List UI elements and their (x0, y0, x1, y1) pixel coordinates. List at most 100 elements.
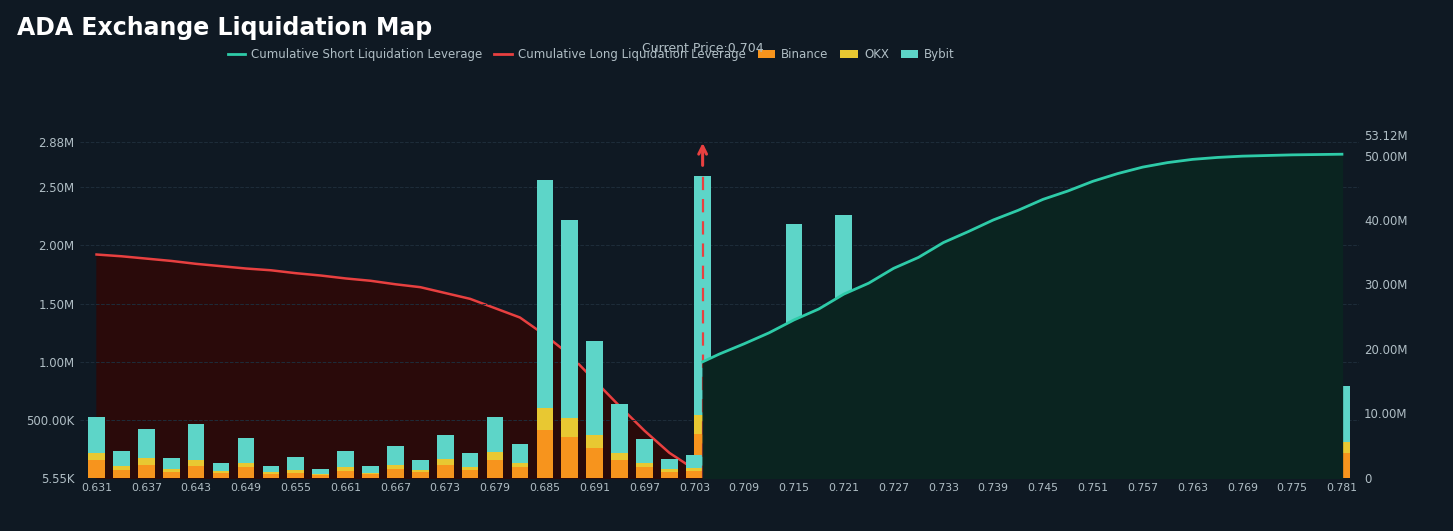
Bar (1010, 432, 1026, 458)
Bar (1059, 409, 1077, 449)
Bar (686, 471, 703, 478)
Bar (238, 463, 254, 467)
Bar (835, 449, 851, 478)
Bar (885, 441, 902, 453)
Bar (163, 469, 180, 472)
Bar (1184, 457, 1200, 478)
Bar (612, 452, 628, 460)
Bar (1110, 416, 1126, 453)
Bar (362, 466, 379, 473)
Bar (561, 219, 578, 418)
Bar (437, 459, 453, 465)
Bar (288, 470, 304, 473)
Bar (587, 341, 603, 435)
Bar (695, 434, 711, 478)
Bar (1135, 439, 1151, 451)
Bar (386, 469, 404, 478)
Bar (462, 470, 478, 478)
Bar (1110, 461, 1126, 478)
Bar (811, 444, 827, 455)
Bar (238, 467, 254, 478)
Bar (735, 467, 753, 478)
Bar (1234, 460, 1251, 478)
Bar (337, 471, 355, 478)
Bar (163, 472, 180, 478)
Bar (860, 392, 878, 448)
Bar (288, 457, 304, 470)
Bar (1159, 455, 1175, 462)
Bar (960, 455, 976, 462)
Bar (835, 215, 851, 436)
Bar (187, 466, 205, 478)
Bar (89, 453, 105, 460)
Bar (263, 474, 279, 478)
Bar (1110, 453, 1126, 461)
Bar (386, 465, 404, 469)
Bar (1135, 370, 1151, 439)
Bar (985, 456, 1001, 478)
Bar (1334, 442, 1350, 453)
Bar (661, 469, 677, 472)
Bar (413, 470, 429, 473)
Bar (612, 460, 628, 478)
Bar (960, 462, 976, 478)
Bar (761, 438, 777, 450)
Bar (312, 474, 328, 475)
Bar (462, 453, 478, 467)
Bar (1010, 465, 1026, 478)
Bar (1209, 460, 1226, 466)
Bar (985, 398, 1001, 446)
Bar (735, 444, 753, 463)
Bar (1059, 458, 1077, 478)
Bar (587, 448, 603, 478)
Bar (138, 429, 154, 458)
Bar (1184, 398, 1200, 448)
Bar (1035, 434, 1052, 448)
Bar (636, 463, 652, 467)
Bar (1284, 446, 1300, 456)
Bar (1284, 396, 1300, 446)
Bar (1084, 453, 1101, 478)
Bar (187, 460, 205, 466)
Bar (487, 452, 503, 460)
Bar (113, 451, 129, 466)
Bar (587, 435, 603, 448)
Bar (1258, 465, 1276, 478)
Bar (138, 465, 154, 478)
Bar (511, 463, 529, 467)
Bar (437, 465, 453, 478)
Bar (89, 417, 105, 453)
Bar (1334, 387, 1350, 442)
Bar (636, 467, 652, 478)
Bar (113, 470, 129, 478)
Text: ADA Exchange Liquidation Map: ADA Exchange Liquidation Map (17, 16, 433, 40)
Bar (536, 181, 554, 408)
Bar (437, 434, 453, 459)
Bar (1258, 459, 1276, 465)
Bar (536, 408, 554, 430)
Legend: Cumulative Short Liquidation Leverage, Cumulative Long Liquidation Leverage, Bin: Cumulative Short Liquidation Leverage, C… (222, 44, 960, 66)
Bar (1010, 458, 1026, 465)
Bar (1209, 436, 1226, 460)
Bar (1135, 451, 1151, 478)
Bar (735, 463, 753, 467)
Bar (885, 453, 902, 478)
Bar (1309, 455, 1325, 462)
Bar (761, 377, 777, 438)
Bar (212, 473, 230, 478)
Bar (686, 455, 703, 468)
Bar (386, 446, 404, 465)
Bar (462, 467, 478, 470)
Bar (936, 438, 952, 450)
Bar (960, 424, 976, 455)
Bar (1084, 442, 1101, 453)
Bar (1309, 462, 1325, 478)
Bar (238, 438, 254, 463)
Bar (686, 468, 703, 471)
Bar (1035, 248, 1052, 434)
Bar (786, 423, 802, 440)
Bar (337, 467, 355, 471)
Bar (811, 402, 827, 444)
Bar (487, 460, 503, 478)
Bar (1159, 462, 1175, 478)
